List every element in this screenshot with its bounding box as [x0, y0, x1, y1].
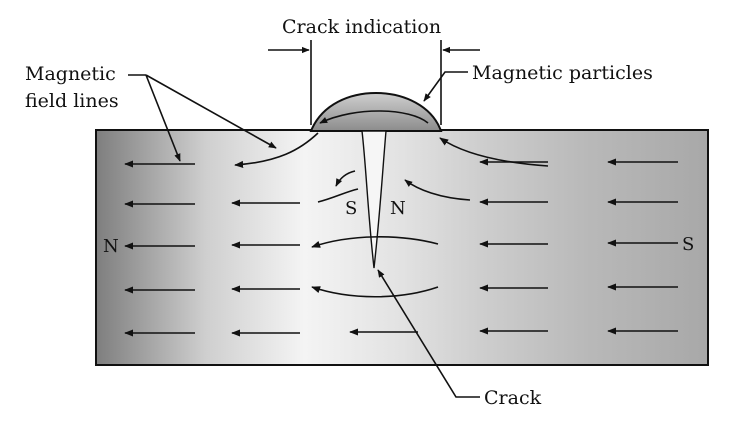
crack: [361, 130, 387, 269]
magnetic-particles-mound: [309, 91, 443, 132]
crack-pole-n: N: [390, 198, 406, 219]
pole-right-s: S: [682, 234, 694, 255]
magnetized-bar: [95, 129, 709, 366]
magnetic-particles-label: Magnetic particles: [472, 62, 653, 84]
crack-indication-label: Crack indication: [282, 16, 441, 38]
magnetic-particles-leader: [423, 71, 468, 102]
crack-leader: [377, 269, 480, 398]
field-lines-leaders: [128, 74, 277, 162]
pole-left-n: N: [103, 236, 119, 257]
crack-indication-dimension: [268, 40, 480, 125]
mound-field-line: [319, 110, 429, 124]
curved-field-lines: [234, 132, 549, 298]
field-arrows: [124, 158, 678, 337]
crack-pole-s: S: [345, 198, 357, 219]
field-lines-label-line1: Magnetic: [25, 63, 116, 85]
field-lines-label-line2: field lines: [25, 90, 119, 112]
crack-label: Crack: [484, 387, 542, 409]
